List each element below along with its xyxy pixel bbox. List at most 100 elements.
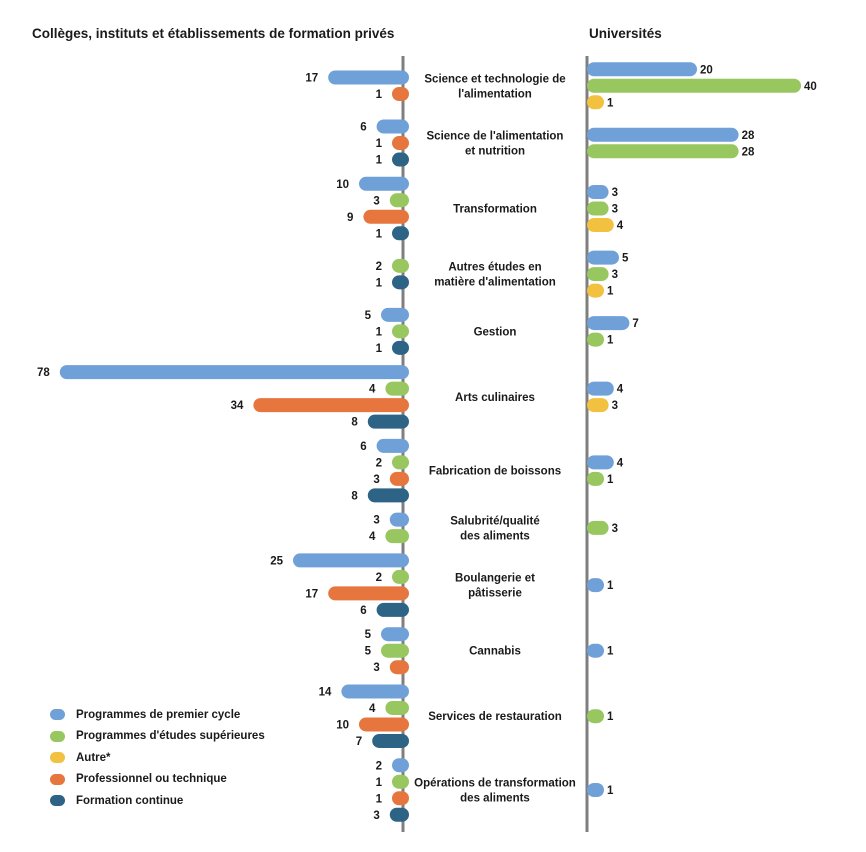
category-label: Transformation <box>453 204 537 216</box>
colleges-bar-etudes-superieures <box>385 381 409 396</box>
category-label: Autres études en <box>448 262 541 274</box>
colleges-value-label-professionnel: 1 <box>376 89 383 101</box>
category-label: l'alimentation <box>458 88 532 100</box>
universites-value-label-etudes-superieures: 3 <box>612 523 618 535</box>
colleges-bar-premier-cycle <box>376 438 409 453</box>
category-label: Boulangerie et <box>455 573 535 585</box>
universites-value-label-premier-cycle: 7 <box>632 318 638 330</box>
universites-bar-autre <box>587 95 604 110</box>
category-label: Cannabis <box>469 646 521 658</box>
universites-value-label-autre: 3 <box>612 400 618 412</box>
colleges-value-label-professionnel: 17 <box>305 588 318 600</box>
legend: Programmes de premier cycle Programmes d… <box>50 704 265 812</box>
category-label: et nutrition <box>465 146 525 158</box>
universites-bar-etudes-superieures <box>587 78 801 93</box>
universites-bar-etudes-superieures <box>587 520 609 535</box>
colleges-value-label-etudes-superieures: 4 <box>369 384 376 396</box>
colleges-value-label-formation-continue: 6 <box>360 605 366 617</box>
category-label: matière d'alimentation <box>434 277 556 289</box>
colleges-bar-etudes-superieures <box>392 455 409 470</box>
legend-item-autre: Autre* <box>50 747 265 769</box>
universites-value-label-premier-cycle: 4 <box>617 457 624 469</box>
universites-value-label-etudes-superieures: 3 <box>612 204 618 216</box>
legend-label: Formation continue <box>76 794 184 807</box>
category-label: Services de restauration <box>428 711 562 723</box>
universites-value-label-etudes-superieures: 1 <box>607 711 614 723</box>
universites-value-label-premier-cycle: 3 <box>612 187 618 199</box>
universites-bar-premier-cycle <box>587 381 614 396</box>
universites-value-label-etudes-superieures: 1 <box>607 335 614 347</box>
colleges-bar-formation-continue <box>392 275 409 290</box>
colleges-value-label-formation-continue: 1 <box>376 228 383 240</box>
category-label: Science et technologie de <box>424 73 565 85</box>
universites-value-label-etudes-superieures: 28 <box>742 146 755 158</box>
universites-bar-etudes-superieures <box>587 144 739 159</box>
universites-value-label-premier-cycle: 28 <box>742 130 755 142</box>
colleges-value-label-premier-cycle: 14 <box>319 686 332 698</box>
colleges-value-label-etudes-superieures: 2 <box>376 457 382 469</box>
colleges-bar-formation-continue <box>376 602 409 617</box>
colleges-bar-professionnel <box>328 586 409 601</box>
legend-item-professionnel: Professionnel ou technique <box>50 769 265 791</box>
legend-label: Programmes de premier cycle <box>76 708 241 721</box>
category-label: des aliments <box>460 793 530 805</box>
universites-bar-autre <box>587 398 609 413</box>
colleges-bar-professionnel <box>392 136 409 151</box>
universites-bar-premier-cycle <box>587 783 604 797</box>
colleges-bar-premier-cycle <box>381 307 409 322</box>
colleges-bar-formation-continue <box>372 733 409 748</box>
universites-bar-autre <box>587 283 604 298</box>
universites-bar-premier-cycle <box>587 578 604 593</box>
colleges-bar-premier-cycle <box>341 684 409 699</box>
category-label: Arts culinaires <box>455 392 535 404</box>
colleges-value-label-premier-cycle: 25 <box>270 555 283 567</box>
colleges-value-label-premier-cycle: 78 <box>37 367 50 379</box>
colleges-value-label-premier-cycle: 5 <box>365 310 372 322</box>
universites-value-label-premier-cycle: 5 <box>622 253 629 265</box>
legend-label: Autre* <box>76 751 111 764</box>
colleges-bar-professionnel <box>389 471 409 486</box>
universites-value-label-premier-cycle: 4 <box>617 384 624 396</box>
universites-bar-etudes-superieures <box>587 709 604 724</box>
colleges-value-label-etudes-superieures: 2 <box>376 572 382 584</box>
colleges-value-label-formation-continue: 1 <box>376 343 383 355</box>
colleges-bar-etudes-superieures <box>392 774 409 789</box>
legend-swatch-etudes-superieures <box>50 730 65 742</box>
category-label: Gestion <box>474 326 517 338</box>
colleges-bar-premier-cycle <box>376 119 409 134</box>
colleges-value-label-professionnel: 3 <box>373 474 379 486</box>
universites-value-label-etudes-superieures: 40 <box>804 81 817 93</box>
legend-label: Programmes d'études supérieures <box>76 730 265 743</box>
universites-bar-premier-cycle <box>587 250 619 265</box>
universites-bar-etudes-superieures <box>587 267 609 282</box>
colleges-value-label-etudes-superieures: 1 <box>376 326 383 338</box>
colleges-bar-premier-cycle <box>392 758 409 773</box>
universites-value-label-premier-cycle: 1 <box>607 580 614 592</box>
colleges-value-label-professionnel: 34 <box>231 400 244 412</box>
colleges-bar-etudes-superieures <box>392 569 409 584</box>
legend-swatch-formation-continue <box>50 795 65 807</box>
universites-value-label-premier-cycle: 1 <box>607 785 614 797</box>
universites-bar-etudes-superieures <box>587 471 604 486</box>
universites-value-label-premier-cycle: 20 <box>700 64 713 76</box>
universites-value-label-autre: 1 <box>607 286 614 298</box>
colleges-bar-professionnel <box>359 717 409 732</box>
colleges-value-label-etudes-superieures: 4 <box>369 531 376 543</box>
universites-bar-etudes-superieures <box>587 201 609 216</box>
universites-header: Universités <box>589 26 662 41</box>
colleges-bar-formation-continue <box>367 488 409 503</box>
universites-bar-premier-cycle <box>587 127 739 142</box>
colleges-bar-etudes-superieures <box>392 258 409 273</box>
category-label: Science de l'alimentation <box>427 131 564 143</box>
colleges-value-label-formation-continue: 8 <box>351 417 358 429</box>
colleges-value-label-formation-continue: 7 <box>356 736 362 748</box>
universites-bar-autre <box>587 218 614 233</box>
colleges-bar-formation-continue <box>389 807 409 822</box>
colleges-bar-etudes-superieures <box>381 643 409 658</box>
universites-bar-premier-cycle <box>587 185 609 200</box>
universites-bar-premier-cycle <box>587 316 630 331</box>
colleges-bar-formation-continue <box>392 226 409 241</box>
colleges-header: Collèges, instituts et établissements de… <box>32 26 395 41</box>
colleges-value-label-premier-cycle: 3 <box>373 515 379 527</box>
colleges-value-label-professionnel: 1 <box>376 793 383 805</box>
